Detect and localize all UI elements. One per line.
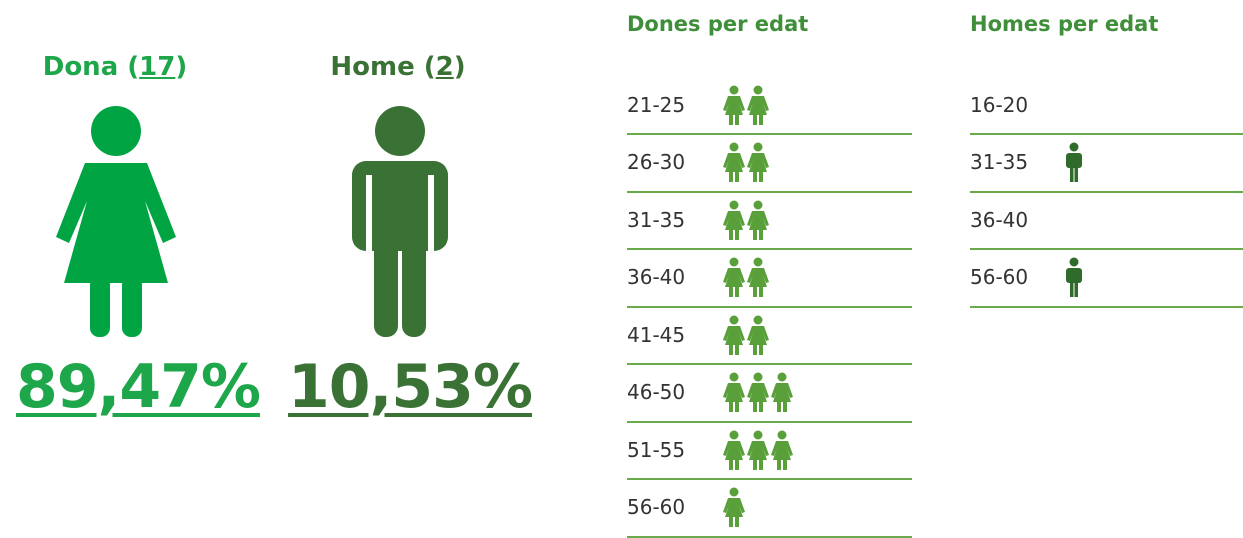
woman-pictogram bbox=[723, 142, 745, 182]
pictograms bbox=[1066, 142, 1082, 182]
age-row: 31-35 bbox=[970, 134, 1243, 193]
label: Home bbox=[330, 52, 435, 82]
woman-pictogram bbox=[723, 315, 745, 355]
age-label: 51-55 bbox=[627, 437, 686, 462]
age-label: 46-50 bbox=[627, 380, 686, 404]
age-label: 36-40 bbox=[627, 265, 686, 289]
age-row: 41-45 bbox=[627, 306, 912, 365]
age-label: 56-60 bbox=[627, 495, 686, 519]
men-title: Home2 bbox=[288, 52, 508, 82]
pictograms bbox=[723, 315, 769, 355]
woman-pictogram bbox=[747, 315, 769, 355]
men-percent: 10,53% bbox=[288, 352, 533, 422]
woman-pictogram bbox=[747, 430, 769, 470]
women-title: Dona17 bbox=[5, 52, 225, 82]
men-age-title: Homes per edat bbox=[970, 12, 1159, 36]
woman-pictogram bbox=[747, 200, 769, 240]
woman-pictogram bbox=[723, 85, 745, 125]
woman-icon bbox=[56, 106, 176, 337]
pictograms bbox=[723, 487, 745, 527]
woman-pictogram bbox=[771, 430, 793, 470]
count: 17 bbox=[139, 52, 176, 82]
count: 2 bbox=[435, 52, 454, 82]
man-pictogram bbox=[1066, 142, 1082, 182]
woman-pictogram bbox=[723, 430, 745, 470]
pictograms bbox=[1066, 257, 1082, 297]
woman-pictogram bbox=[723, 257, 745, 297]
age-label: 41-45 bbox=[627, 322, 686, 347]
age-label: 56-60 bbox=[970, 265, 1029, 289]
age-label: 21-25 bbox=[627, 92, 686, 117]
woman-pictogram bbox=[747, 372, 769, 412]
age-row: 31-35 bbox=[627, 191, 912, 250]
women-age-title: Dones per edat bbox=[627, 12, 809, 36]
age-row: 56-60 bbox=[970, 249, 1243, 308]
label: Dona bbox=[43, 52, 139, 82]
pictograms bbox=[723, 372, 793, 412]
age-row: 36-40 bbox=[627, 249, 912, 308]
woman-pictogram bbox=[747, 257, 769, 297]
age-row: 36-40 bbox=[970, 191, 1243, 250]
pictograms bbox=[723, 200, 769, 240]
women-percent: 89,47% bbox=[16, 352, 261, 422]
man-pictogram bbox=[1066, 257, 1082, 297]
woman-pictogram bbox=[747, 142, 769, 182]
age-label: 36-40 bbox=[970, 207, 1029, 232]
age-row: 46-50 bbox=[627, 364, 912, 423]
age-row: 26-30 bbox=[627, 134, 912, 193]
pictograms bbox=[723, 142, 769, 182]
age-row: 51-55 bbox=[627, 421, 912, 480]
age-label: 26-30 bbox=[627, 150, 686, 174]
age-row: 16-20 bbox=[970, 76, 1243, 135]
pictograms bbox=[723, 85, 769, 125]
woman-pictogram bbox=[723, 372, 745, 412]
woman-pictogram bbox=[771, 372, 793, 412]
age-row: 21-25 bbox=[627, 76, 912, 135]
woman-pictogram bbox=[723, 200, 745, 240]
man-icon bbox=[352, 106, 448, 337]
age-label: 31-35 bbox=[970, 150, 1029, 174]
woman-pictogram bbox=[747, 85, 769, 125]
pictograms bbox=[723, 430, 793, 470]
age-label: 16-20 bbox=[970, 92, 1029, 117]
pictograms bbox=[723, 257, 769, 297]
age-label: 31-35 bbox=[627, 207, 686, 232]
woman-pictogram bbox=[723, 487, 745, 527]
